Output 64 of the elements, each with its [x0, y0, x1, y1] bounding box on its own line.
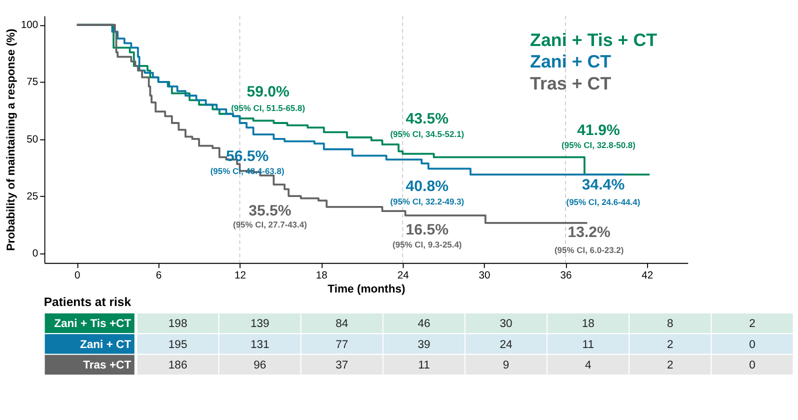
- x-tick-label: 6: [156, 270, 162, 282]
- y-tick-label: 100: [20, 20, 38, 32]
- annotation: 13.2%: [568, 224, 612, 242]
- data-label: 46: [418, 318, 430, 330]
- x-tick-label: 24: [397, 270, 410, 282]
- data-label: 186: [168, 360, 188, 372]
- annotation: (95% CI, 27.7-43.4): [233, 220, 308, 230]
- data-label: 84: [336, 318, 348, 330]
- data-label: 2: [667, 338, 674, 351]
- x-tick-label: 18: [316, 270, 328, 282]
- text: Tras + CT: [530, 73, 612, 94]
- annotation: (95% CI, 32.2-49.3): [390, 196, 464, 206]
- data-label: 195: [168, 338, 188, 351]
- x-tick-label: 12: [234, 270, 246, 282]
- data-label: 139: [250, 318, 270, 330]
- data-label: 2: [749, 318, 756, 330]
- data-label: 24: [500, 338, 512, 351]
- data-label: 198: [168, 318, 188, 330]
- y-tick-label: Zani + CT: [80, 338, 132, 351]
- annotation: (95% CI, 32.8-50.8): [562, 140, 636, 150]
- data-label: 77: [336, 338, 348, 351]
- annotation: (95% CI, 34.5-52.1): [390, 128, 464, 139]
- annotation: (95% CI, 48.4-63.8): [210, 166, 284, 176]
- data-label: 37: [336, 360, 348, 372]
- y-tick-label: 25: [26, 191, 38, 202]
- annotation: (95% CI, 9.3-25.4): [392, 239, 462, 250]
- data-label: 11: [582, 338, 594, 351]
- text: Zani + Tis + CT: [530, 30, 658, 50]
- annotation: 34.4%: [582, 176, 626, 194]
- x-axis-title: Time (months): [328, 284, 406, 296]
- x-tick-label: 42: [642, 270, 654, 282]
- chart-title: Patients at risk: [44, 294, 132, 309]
- y-tick-label: 75: [26, 77, 38, 88]
- x-tick-label: 30: [478, 270, 491, 282]
- data-label: 4: [584, 360, 592, 372]
- y-tick-label: 50: [26, 134, 38, 146]
- y-axis-title: Probability of maintaining a response (%): [5, 28, 18, 251]
- y-tick-label: Zani + Tis +CT: [54, 318, 132, 330]
- data-label: 0: [749, 360, 756, 372]
- data-label: 131: [250, 338, 270, 351]
- data-label: 11: [418, 360, 430, 372]
- data-label: 0: [749, 338, 756, 351]
- y-tick-label: 0: [32, 248, 38, 260]
- data-label: 9: [502, 360, 510, 372]
- data-label: 39: [418, 338, 430, 351]
- annotation: 43.5%: [406, 110, 450, 128]
- annotation: 56.5%: [226, 148, 270, 165]
- annotation: (95% CI, 6.0-23.2): [554, 245, 624, 256]
- annotation: 59.0%: [246, 84, 290, 101]
- data-label: 96: [254, 360, 266, 372]
- annotation: (95% CI, 51.5-65.8): [231, 102, 306, 113]
- annotation: 16.5%: [406, 221, 450, 238]
- data-label: 2: [667, 360, 674, 372]
- annotation: 40.8%: [406, 178, 450, 196]
- annotation: (95% CI, 24.6-44.4): [566, 196, 640, 207]
- x-tick-label: 0: [74, 270, 80, 282]
- y-tick-label: Tras +CT: [83, 360, 132, 372]
- data-label: 8: [667, 318, 674, 330]
- data-label: 18: [582, 318, 594, 330]
- annotation: 35.5%: [248, 202, 292, 220]
- text: Zani + CT: [530, 52, 612, 72]
- x-tick-label: 36: [560, 270, 572, 282]
- data-label: 30: [500, 318, 512, 330]
- annotation: 41.9%: [577, 122, 620, 139]
